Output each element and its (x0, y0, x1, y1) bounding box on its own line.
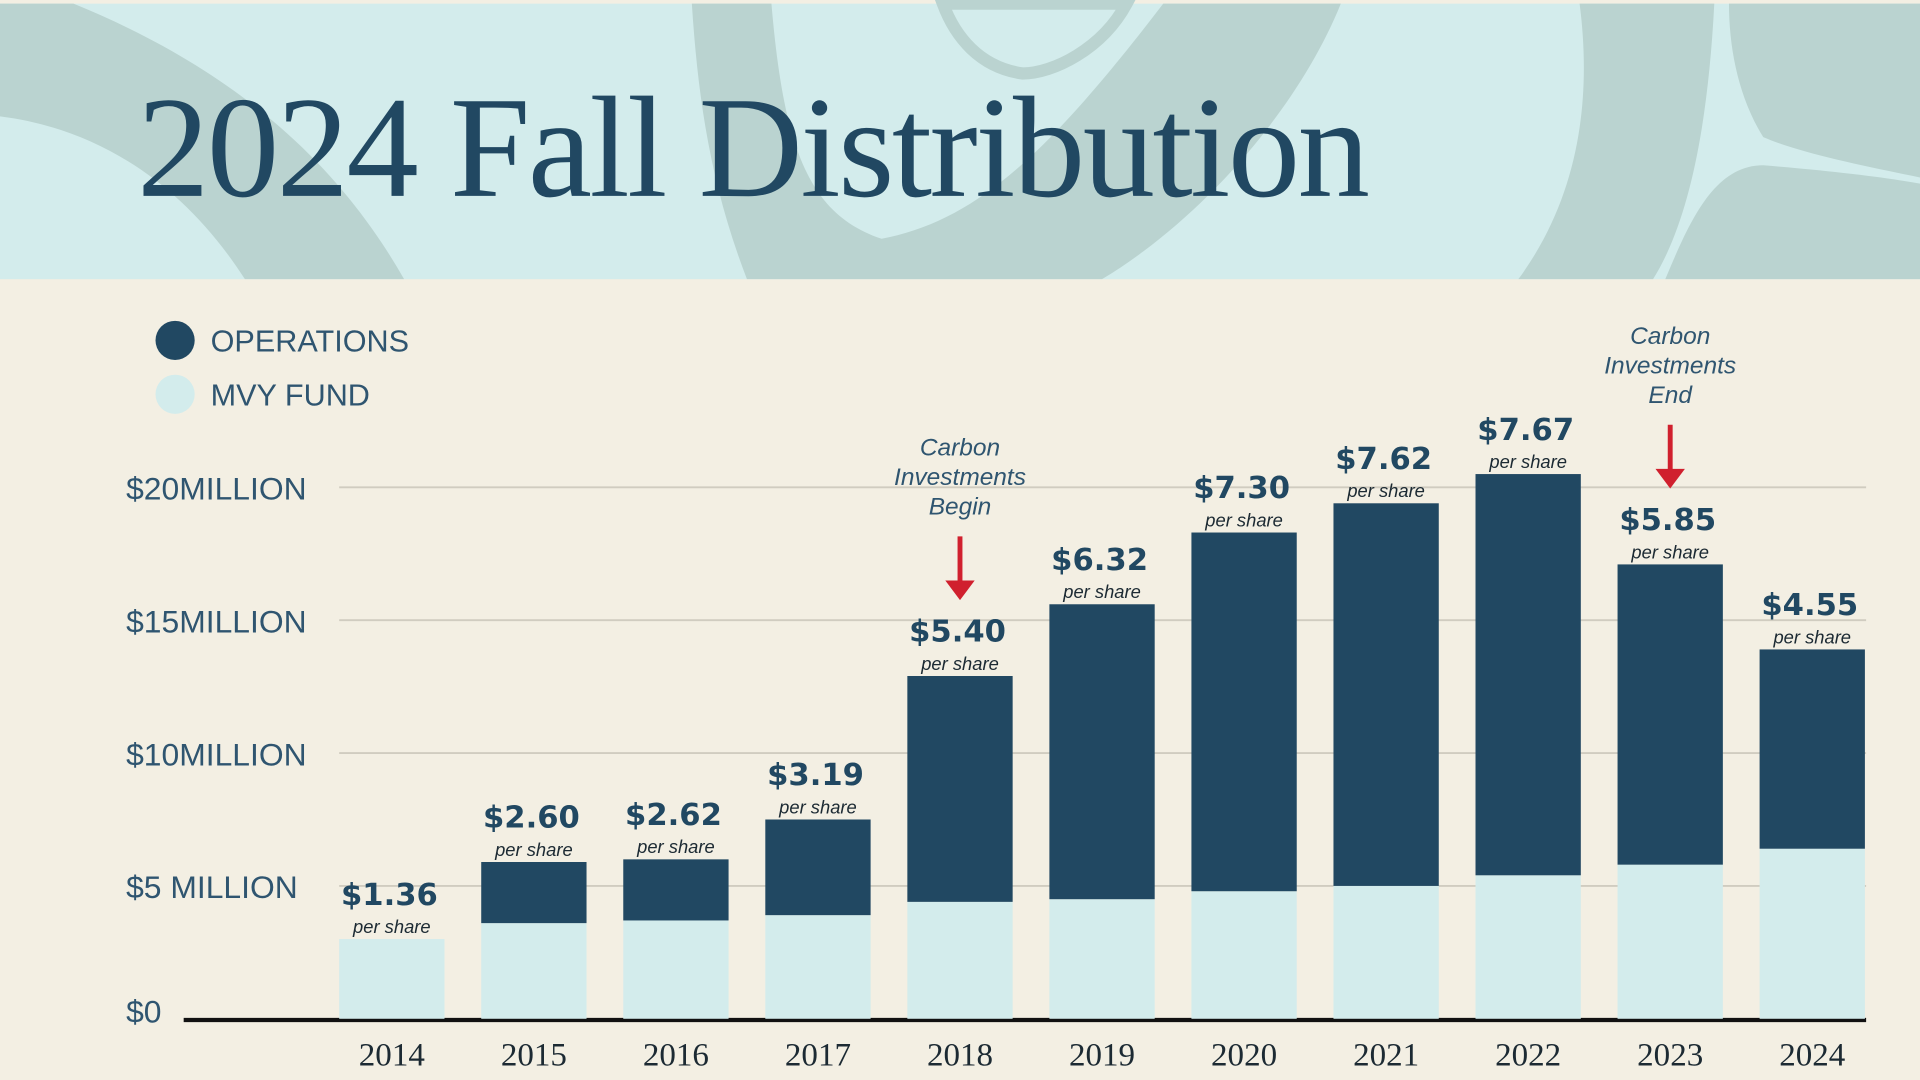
annotation-text: End (1648, 382, 1693, 409)
y-tick-label: $15MILLION (126, 603, 306, 639)
bar-operations-2015 (481, 862, 587, 924)
bar-mvy-fund-2022 (1475, 875, 1581, 1019)
bar-mvy-fund-2014 (339, 939, 445, 1019)
data-label-per-share: per share (1488, 451, 1567, 472)
annotation-text: Investments (894, 464, 1026, 491)
x-tick-label: 2017 (785, 1037, 851, 1073)
data-label-value: $5.85 (1619, 503, 1716, 538)
data-label-per-share: per share (1204, 509, 1283, 530)
bar-mvy-fund-2024 (1759, 848, 1865, 1019)
bar-operations-2016 (623, 859, 729, 921)
bar-mvy-fund-2018 (907, 901, 1013, 1019)
bar-mvy-fund-2015 (481, 923, 587, 1019)
data-label-per-share: per share (920, 653, 999, 674)
header-banner: 2024 Fall Distribution (0, 0, 1920, 280)
bar-operations-2022 (1475, 474, 1581, 876)
bar-operations-2020 (1191, 532, 1297, 892)
data-label-per-share: per share (636, 836, 715, 857)
y-tick-label: $20MILLION (126, 471, 306, 507)
bar-mvy-fund-2019 (1049, 899, 1155, 1019)
y-tick-label: $0 (126, 993, 161, 1029)
data-label-value: $6.32 (1051, 543, 1148, 578)
arrow-head-icon (1655, 468, 1685, 489)
annotation-text: Carbon (920, 435, 1000, 462)
annotation-text: Investments (1604, 352, 1736, 379)
data-label-value: $2.62 (625, 798, 722, 833)
bar-mvy-fund-2020 (1191, 891, 1297, 1019)
data-label-value: $7.67 (1477, 413, 1574, 448)
data-label-per-share: per share (494, 839, 573, 860)
data-label-per-share: per share (1346, 480, 1425, 501)
bar-mvy-fund-2023 (1617, 864, 1723, 1019)
page-title: 2024 Fall Distribution (137, 68, 1369, 228)
legend: OPERATIONS MVY FUND (155, 320, 409, 414)
x-tick-label: 2018 (927, 1037, 993, 1073)
grid: $0 $5 MILLION $10MILLION $15MILLION $20MILLI… (126, 471, 1867, 1029)
data-labels: $1.36 per share 2014 $2.60 per share 2015 $2.6… (341, 413, 1858, 1074)
data-label-value: $7.62 (1335, 442, 1432, 477)
x-tick-label: 2014 (359, 1037, 425, 1073)
data-label-per-share: per share (1772, 626, 1851, 647)
x-tick-label: 2022 (1495, 1037, 1561, 1073)
data-label-per-share: per share (352, 916, 431, 937)
x-tick-label: 2020 (1211, 1037, 1277, 1073)
x-tick-label: 2024 (1779, 1037, 1845, 1073)
bar-operations-2017 (765, 819, 871, 916)
annotations: CarbonInvestmentsBeginCarbonInvestmentsE… (894, 323, 1736, 601)
x-tick-label: 2016 (643, 1037, 709, 1073)
bar-mvy-fund-2016 (623, 920, 729, 1019)
data-label-per-share: per share (1630, 541, 1709, 562)
data-label-per-share: per share (778, 796, 857, 817)
bar-operations-2023 (1617, 564, 1723, 865)
x-tick-label: 2015 (501, 1037, 567, 1073)
legend-swatch-mvy-fund (155, 374, 195, 414)
data-label-value: $3.19 (767, 758, 864, 793)
x-tick-label: 2021 (1353, 1037, 1419, 1073)
bar-mvy-fund-2021 (1333, 885, 1439, 1019)
data-label-value: $2.60 (483, 801, 580, 836)
data-label-value: $7.30 (1193, 471, 1290, 506)
x-tick-label: 2019 (1069, 1037, 1135, 1073)
x-tick-label: 2023 (1637, 1037, 1703, 1073)
bar-operations-2021 (1333, 503, 1439, 886)
y-tick-label: $10MILLION (126, 736, 306, 772)
legend-swatch-operations (155, 320, 195, 360)
bar-operations-2018 (907, 676, 1013, 902)
bar-operations-2019 (1049, 604, 1155, 900)
y-tick-label: $5 MILLION (126, 869, 298, 905)
data-label-value: $1.36 (341, 878, 438, 913)
legend-label-operations: OPERATIONS (211, 324, 409, 358)
legend-label-mvy-fund: MVY FUND (211, 378, 370, 412)
annotation-text: Carbon (1630, 323, 1710, 350)
bar-mvy-fund-2017 (765, 915, 871, 1019)
arrow-head-icon (945, 580, 975, 601)
annotation-text: Begin (929, 493, 992, 520)
data-label-value: $4.55 (1761, 588, 1858, 623)
data-label-value: $5.40 (909, 615, 1006, 650)
bar-operations-2024 (1759, 649, 1865, 849)
data-label-per-share: per share (1062, 581, 1141, 602)
bars (339, 474, 1865, 1019)
